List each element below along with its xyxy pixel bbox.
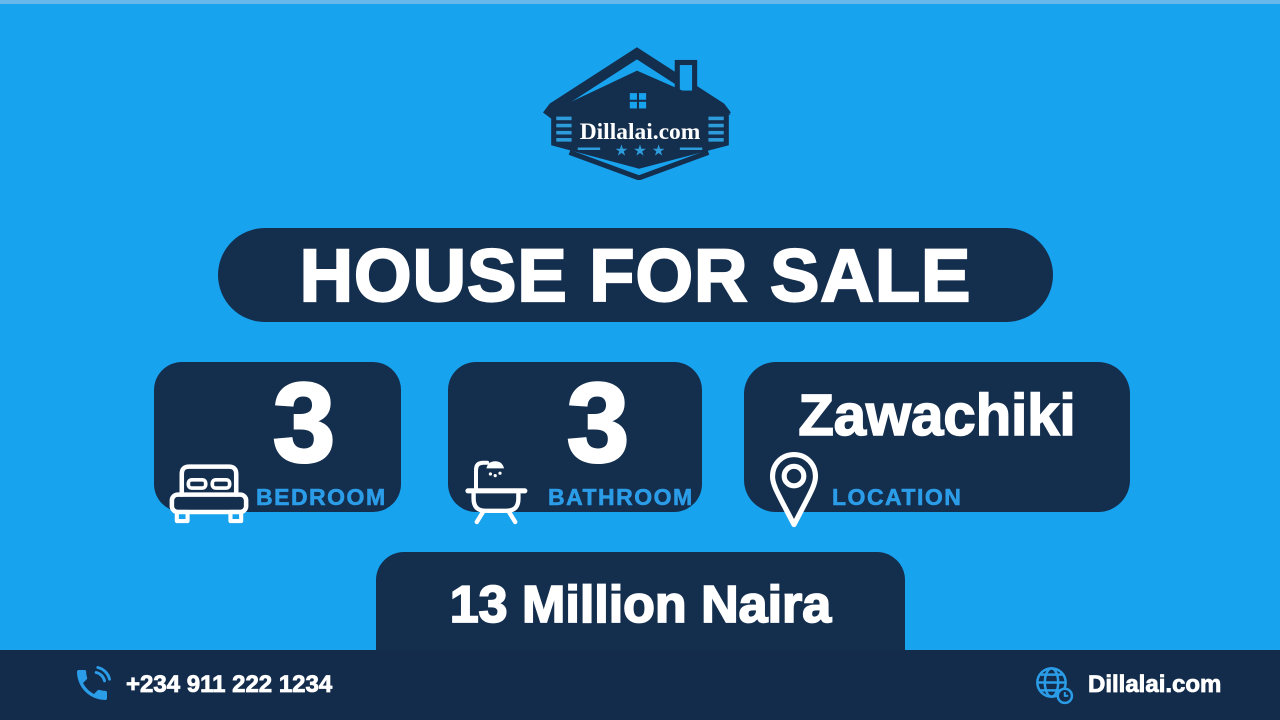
bathroom-label: BATHROOM: [548, 484, 694, 511]
window-icon: [629, 93, 647, 109]
location-name: Zawachiki: [798, 382, 1077, 449]
badge-side-bars: [556, 116, 724, 142]
website-text: Dillalai.com: [1088, 671, 1222, 699]
location-card: Zawachiki LOCATION: [744, 362, 1130, 528]
bathtub-icon: [465, 460, 528, 525]
logo-badge: [551, 109, 729, 169]
badge-underline-chevron: [568, 149, 710, 180]
phone-contact: +234 911 222 1234: [72, 650, 333, 720]
footer-bar: +234 911 222 1234 Dillalai.com: [0, 650, 1280, 720]
chimney-icon: [674, 59, 698, 96]
dillalai-logo: Dillalai.com ★ ★ ★: [543, 42, 737, 180]
page-title: HOUSE FOR SALE: [298, 232, 972, 317]
phone-number: +234 911 222 1234: [126, 671, 333, 699]
logo-wordmark: Dillalai.com: [580, 119, 701, 145]
bedroom-label: BEDROOM: [256, 484, 387, 511]
website-contact: Dillalai.com: [1034, 650, 1222, 720]
logo-stars: ★ ★ ★: [615, 141, 666, 159]
price-banner: 13 Million Naira: [376, 552, 905, 652]
globe-icon: [1036, 667, 1074, 705]
price-text: 13 Million Naira: [449, 575, 832, 635]
bathroom-count: 3: [565, 360, 630, 485]
location-label: LOCATION: [832, 484, 963, 511]
bathroom-card: 3 BATHROOM: [448, 360, 702, 525]
top-edge-strip: [0, 0, 1280, 4]
location-pin-icon: [769, 452, 819, 528]
phone-icon: [77, 666, 111, 700]
bedroom-card: 3 BEDROOM: [154, 360, 401, 524]
title-banner: HOUSE FOR SALE: [218, 228, 1053, 322]
bed-icon: [169, 464, 249, 524]
house-logo-icon: Dillalai.com ★ ★ ★: [543, 47, 731, 180]
house-body: [549, 70, 731, 115]
bedroom-count: 3: [271, 360, 336, 485]
